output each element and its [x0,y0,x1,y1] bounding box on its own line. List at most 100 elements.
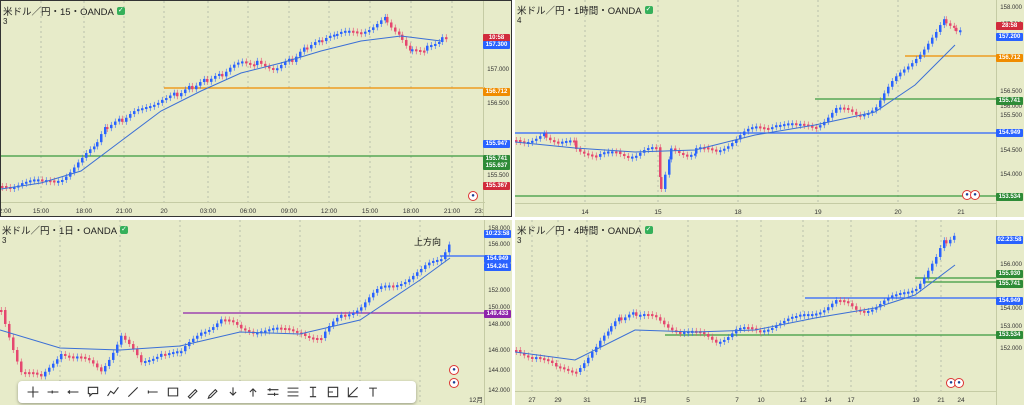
symbol-header[interactable]: 米ドル／円・15・OANDA ✓ [3,4,125,18]
chart-panel-1d[interactable]: 米ドル／円・1日・OANDA ✓ 3 上方向 ● ● 158.000 156.000… [0,220,512,405]
candle [140,355,143,363]
symbol-title: 米ドル／円・15・OANDA [3,7,114,18]
candle [707,147,710,150]
candle [29,180,32,183]
chart-canvas-1h[interactable] [515,0,1024,217]
candle [232,320,235,323]
time-tick-label: 03:00 [199,208,217,215]
candle [607,151,610,154]
candle [587,357,590,364]
us-flag-icon[interactable]: ● [468,191,478,201]
price-axis[interactable] [996,0,1024,217]
candle [611,151,614,154]
chart-panel-15m[interactable]: 米ドル／円・15・OANDA✓ 3 ● 157.500157.000156.50… [0,0,512,217]
price-tag: 154.949 [484,255,511,263]
candle [356,310,359,313]
fib-tool[interactable] [284,383,302,401]
candle [84,356,87,359]
candle [659,147,662,178]
candle [931,263,934,271]
arrow-down-icon [229,387,237,396]
candle [535,357,538,360]
ruler-tool[interactable] [324,383,342,401]
us-flag-icon[interactable]: ● [970,190,980,200]
candle [851,109,854,112]
candle [579,368,582,372]
candle [221,73,224,77]
candle [89,149,92,154]
candle [655,315,658,318]
candle [565,140,568,143]
chart-panel-4h[interactable]: 米ドル／円・4時間・OANDA✓ 3 ● ● 157.000156.000154… [515,220,1024,405]
candle [419,49,422,52]
candle [795,123,798,126]
parallel-channel-tool[interactable] [264,383,282,401]
arrow-down-tool[interactable] [224,383,242,401]
candle [25,181,28,184]
candle [883,93,886,101]
path-tool[interactable] [104,383,122,401]
candle [310,44,313,49]
price-axis[interactable] [483,1,511,216]
time-axis[interactable] [515,391,996,405]
candle [108,359,111,367]
crosshair-tool[interactable] [24,383,42,401]
chart-canvas-4h[interactable] [515,220,1024,405]
horizontal-line-tool[interactable] [44,383,62,401]
candle [291,58,294,62]
arrow-up-tool[interactable] [244,383,262,401]
callout-tool[interactable] [84,383,102,401]
time-tick-label: 14 [581,209,589,216]
us-flag-icon[interactable]: ● [449,378,459,388]
time-tick-label: 11月 [633,397,647,404]
candle [515,350,518,352]
brush-tool[interactable] [184,383,202,401]
candle [368,297,371,303]
candle [28,372,31,375]
symbol-header[interactable]: 米ドル／円・1日・OANDA ✓ [2,223,129,237]
candle [855,111,858,115]
time-axis[interactable] [1,202,485,216]
price-tick-label: 154.000 [1000,306,1022,312]
candle [614,321,617,327]
chart-panel-1h[interactable]: 米ドル／円・1時間・OANDA✓ 4 ● ● 158.000157.500156… [515,0,1024,217]
legend-value: 3 [2,236,7,245]
price-tick-label: 156.500 [1000,89,1022,95]
candle [655,147,658,150]
us-flag-icon[interactable]: ● [449,365,459,375]
pencil-tool[interactable] [204,383,222,401]
chart-canvas-1d[interactable] [0,220,512,405]
candle [312,337,315,340]
text-tool[interactable] [364,383,382,401]
us-flag-icon[interactable]: ● [954,378,964,388]
symbol-header[interactable]: 米ドル／円・4時間・OANDA ✓ [517,223,653,237]
candle [775,125,778,128]
price-axis[interactable] [996,220,1024,405]
candle [583,151,586,154]
candle [434,43,437,46]
price-range-tool[interactable] [304,383,322,401]
price-tick-label: 157.000 [487,67,509,73]
candle [426,45,429,51]
ray-tool[interactable] [64,383,82,401]
candle [923,49,926,55]
chart-canvas-15m[interactable] [1,1,512,217]
candle [631,156,634,159]
horizontal-ray-tool[interactable] [144,383,162,401]
price-tag: 155.741 [996,280,1023,288]
projection-tool[interactable] [344,383,362,401]
candle [835,300,838,304]
symbol-header[interactable]: 米ドル／円・1時間・OANDA ✓ [517,3,653,17]
candle [329,35,332,38]
candle [432,260,435,263]
chart-annotation[interactable]: 上方向 [414,237,442,247]
candle [895,76,898,82]
candle [791,123,794,126]
trend-line-tool[interactable] [124,383,142,401]
rectangle-tool[interactable] [164,383,182,401]
price-tick-label: 156.000 [1000,104,1022,110]
brush-icon [187,388,198,399]
candle [73,167,76,173]
candle [324,331,327,339]
time-axis[interactable] [515,203,996,217]
